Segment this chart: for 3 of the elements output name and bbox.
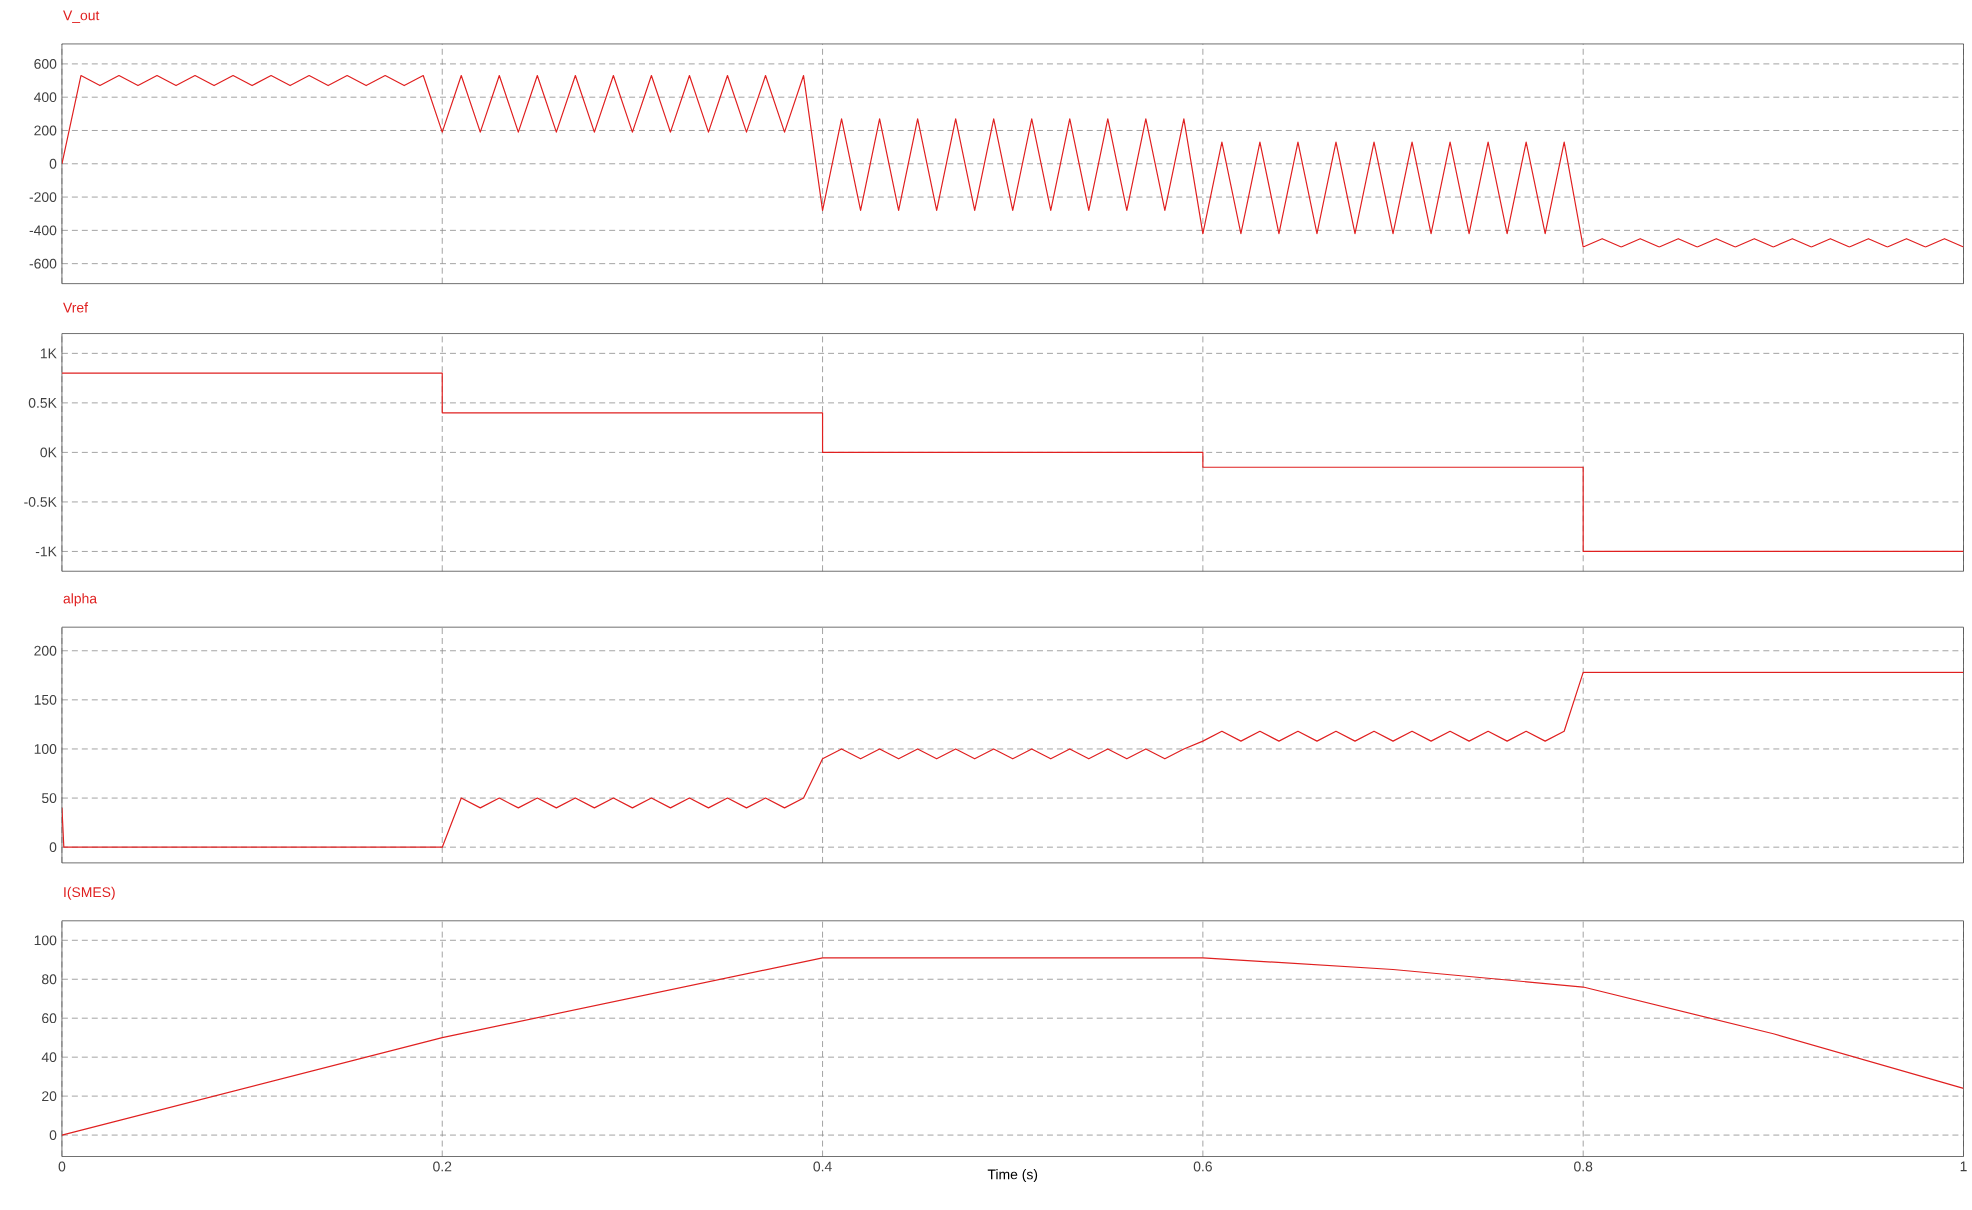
line-series bbox=[61, 957, 1964, 1136]
line-series bbox=[61, 671, 1964, 848]
line-series bbox=[61, 74, 1964, 248]
